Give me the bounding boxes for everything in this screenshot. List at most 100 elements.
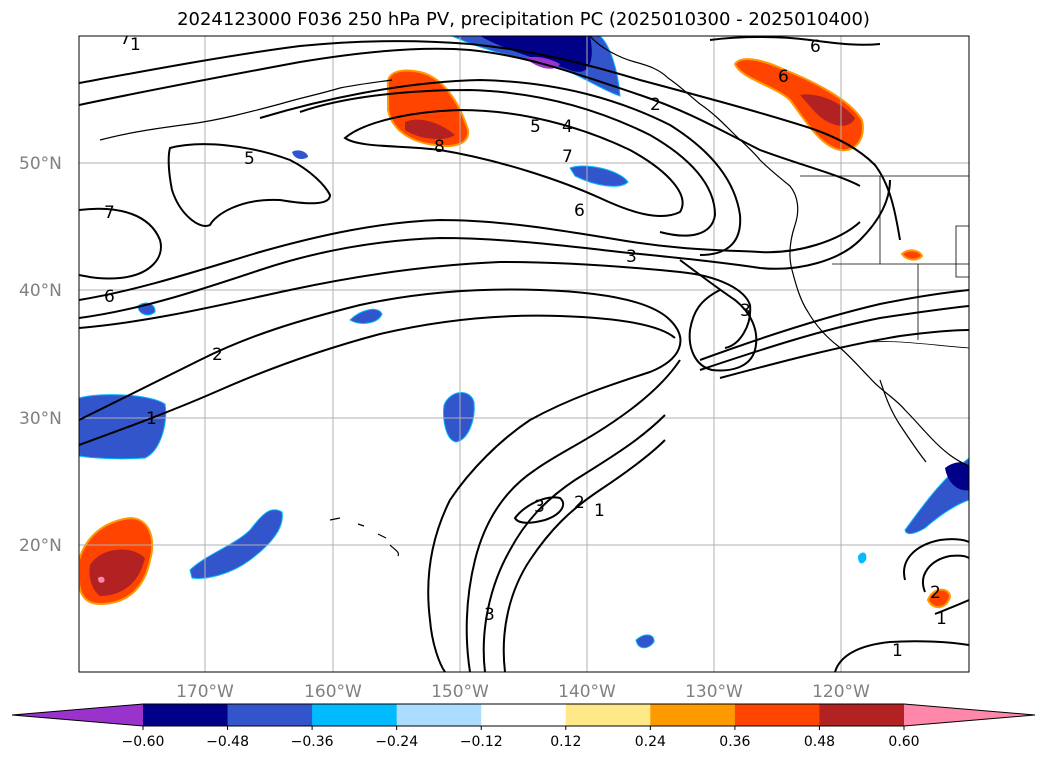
lat-axis-labels: 50°N 40°N 30°N 20°N [19, 154, 62, 556]
clabel-7-west: 7 [104, 203, 115, 223]
colorbar-tick-label: −0.48 [206, 734, 249, 750]
clabel-1-topleft: 1 [130, 35, 141, 55]
colorbar-tick-label: −0.12 [460, 734, 503, 750]
clabel-6-core: 6 [574, 201, 585, 221]
contour-east-flow-1 [699, 305, 969, 371]
colorbar-tick-label: 0.24 [635, 734, 666, 750]
contour-2-west [79, 288, 682, 672]
colorbar-box [565, 704, 651, 726]
clabel-1-bottom: 1 [892, 641, 903, 661]
neg-streak [189, 509, 283, 579]
coastlines [99, 36, 969, 557]
contour-lowright-3 [934, 599, 969, 615]
pos-blob-aleutian-core [405, 119, 455, 140]
lat-label-30: 30°N [19, 409, 62, 429]
contour-east-flow-3 [719, 329, 969, 379]
clabel-6-west: 6 [104, 287, 115, 307]
neg-blob-mexico-core [945, 462, 969, 491]
lon-label-140: 140°W [558, 682, 616, 702]
contour-jet-5 [79, 260, 752, 349]
state-box [955, 225, 969, 278]
clabel-2-west: 2 [212, 345, 223, 365]
clabel-1-lowright: 1 [936, 609, 947, 629]
colorbar-box [481, 704, 567, 726]
clabel-5-core: 5 [530, 117, 541, 137]
precip-fills [79, 36, 969, 649]
lon-label-120: 120°W [812, 682, 870, 702]
contour-6-top [709, 36, 881, 46]
clabel-7-core: 7 [562, 147, 573, 167]
clabel-6-bc: 6 [778, 67, 789, 87]
lat-label-40: 40°N [19, 281, 62, 301]
contour-east-flow-2 [699, 289, 969, 361]
clabel-1-south: 1 [594, 501, 605, 521]
pos-blob-bc [733, 58, 864, 152]
contour-pv-core [343, 108, 684, 218]
clabel-6-topright: 6 [810, 37, 821, 57]
clabel-2-south: 2 [574, 493, 585, 513]
contour-jet-4 [79, 218, 861, 301]
baja-coast [879, 379, 927, 463]
clabel-3-loop: 3 [534, 497, 545, 517]
neg-blob-small-4 [349, 308, 383, 324]
contour-lowright-1 [903, 538, 969, 581]
colorbar-box [819, 704, 905, 726]
colorbar-box [396, 704, 482, 726]
clabel-3-north: 3 [626, 247, 637, 267]
lon-label-160: 160°W [304, 682, 362, 702]
colorbar: −0.60 −0.48 −0.36 −0.24 −0.12 0.12 0.24 0.36 0.4… [11, 703, 1036, 750]
clabel-1-west: 1 [146, 409, 157, 429]
clabel-4-core: 4 [562, 117, 573, 137]
neg-blob-small-6 [858, 552, 867, 564]
contour-7-north [79, 207, 162, 280]
lat-label-50: 50°N [19, 154, 62, 174]
map-title: 2024123000 F036 250 hPa PV, precipitatio… [177, 9, 870, 30]
pos-blob-sw-max [98, 576, 105, 583]
lat-label-20: 20°N [19, 536, 62, 556]
north-america-coast [789, 224, 969, 467]
colorbar-extend-high [904, 704, 1035, 726]
clabel-7-topleft: 7 [120, 29, 131, 49]
pv-contours [79, 36, 969, 672]
contour-lowright-4 [834, 640, 969, 672]
lon-label-150: 150°W [431, 682, 489, 702]
colorbar-box [227, 704, 313, 726]
colorbar-tick-label: −0.60 [122, 734, 165, 750]
pos-blob-sw-core [89, 549, 145, 596]
colorbar-box [143, 704, 229, 726]
contour-1-west [79, 314, 676, 446]
plot-frame [78, 35, 970, 673]
contour-5-west [167, 143, 332, 227]
contour-labels: 1 6 5 4 2 6 7 5 8 7 6 3 3 6 2 1 3 2 1 3 … [104, 29, 947, 661]
colorbar-box [734, 704, 820, 726]
contour-3-east [679, 259, 758, 372]
aleutian-chain [99, 79, 393, 141]
clabel-8-core: 8 [434, 137, 445, 157]
alaska-coast [589, 36, 799, 226]
colorbar-tick-label: 0.36 [719, 734, 750, 750]
contour-2-south [482, 414, 666, 672]
contour-pv-5 [299, 88, 717, 237]
clabel-3-south: 3 [484, 605, 495, 625]
pos-blob-small-1 [900, 249, 924, 261]
pos-blob-small-2 [926, 588, 952, 609]
neg-blob-small-2 [292, 150, 308, 160]
lon-label-170: 170°W [176, 682, 234, 702]
colorbar-tick-label: −0.36 [291, 734, 334, 750]
clabel-3-east: 3 [740, 301, 751, 321]
clabel-2-lowright: 2 [930, 583, 941, 603]
colorbar-extend-low [12, 704, 143, 726]
contour-jet-1 [79, 47, 861, 187]
contour-jet-2 [79, 40, 901, 241]
colorbar-tick-label: 0.12 [550, 734, 581, 750]
colorbar-tick-label: 0.48 [804, 734, 835, 750]
contour-jet-3 [79, 179, 891, 319]
colorbar-box [312, 704, 398, 726]
clabel-5-west: 5 [244, 149, 255, 169]
colorbar-tick-label: −0.24 [375, 734, 418, 750]
contour-3-loop [513, 496, 565, 524]
contour-lowright-2 [922, 554, 969, 593]
gridlines [79, 36, 969, 672]
lon-axis-labels: 170°W 160°W 150°W 140°W 130°W 120°W [176, 682, 870, 702]
